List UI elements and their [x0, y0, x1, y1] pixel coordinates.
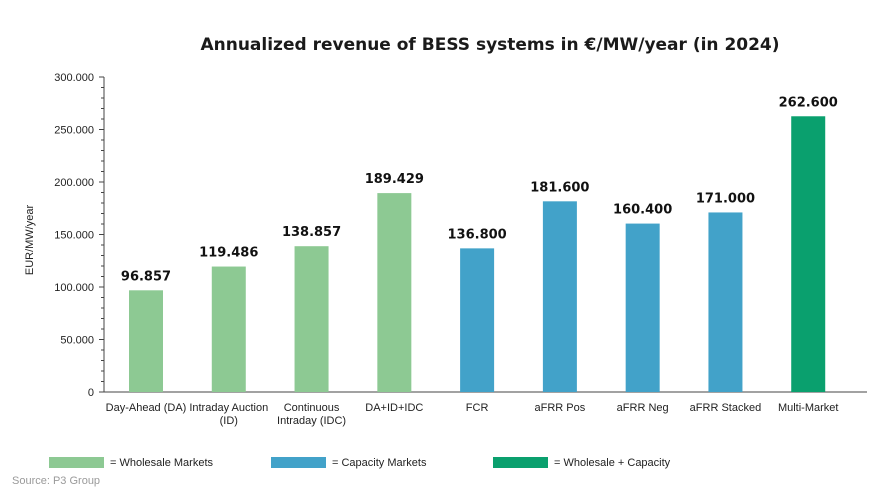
data-label-7: 171.000	[696, 191, 755, 206]
x-tick-label-0: Day-Ahead (DA)	[106, 402, 187, 414]
y-tick-label: 100.000	[54, 282, 94, 294]
x-tick-label-7: aFRR Stacked	[690, 402, 762, 414]
bar-0	[129, 290, 163, 392]
x-tick-label-1: Intraday Auction	[189, 402, 268, 414]
x-tick-label-2: Intraday (IDC)	[277, 415, 346, 427]
chart-title: Annualized revenue of BESS systems in €/…	[200, 35, 779, 55]
x-tick-label-1: (ID)	[220, 415, 238, 427]
legend-swatch-capacity	[271, 457, 326, 468]
data-label-2: 138.857	[282, 225, 341, 240]
bar-5	[542, 201, 577, 392]
bar-7	[708, 212, 743, 392]
bar-4	[460, 248, 495, 392]
bar-1	[211, 266, 246, 392]
data-label-0: 96.857	[121, 269, 171, 284]
legend: = Wholesale Markets = Capacity Markets = W…	[49, 457, 671, 469]
y-tick-label: 300.000	[54, 72, 94, 84]
legend-label-wholesale: = Wholesale Markets	[110, 457, 214, 469]
x-axis-ticks: Day-Ahead (DA) Intraday Auction(ID) Contin…	[106, 402, 839, 427]
data-label-6: 160.400	[613, 203, 672, 218]
y-tick-label: 150.000	[54, 230, 94, 242]
data-label-8: 262.600	[779, 95, 838, 110]
y-axis-label: EUR/MW/year	[24, 205, 36, 276]
y-tick-label: 200.000	[54, 177, 94, 189]
y-axis-ticks: 0 50.000 100.000 150.000 200.000 250.000 300.0…	[54, 72, 104, 399]
data-label-3: 189.429	[365, 172, 424, 187]
y-tick-label: 50.000	[60, 335, 94, 347]
source-note: Source: P3 Group	[12, 475, 100, 487]
legend-swatch-wholesale	[49, 457, 104, 468]
legend-swatch-combined	[493, 457, 548, 468]
data-label-1: 119.486	[199, 246, 258, 261]
bar-6	[625, 223, 660, 392]
bar-2	[294, 246, 329, 392]
bar-3	[377, 193, 412, 392]
x-tick-label-6: aFRR Neg	[617, 402, 669, 414]
x-tick-label-3: DA+ID+IDC	[365, 402, 423, 414]
x-tick-label-8: Multi-Market	[778, 402, 839, 414]
y-tick-label: 0	[88, 387, 94, 399]
bar-8	[791, 116, 826, 393]
x-tick-label-2: Continuous	[284, 402, 340, 414]
x-tick-label-5: aFRR Pos	[535, 402, 586, 414]
bars-group: 96.857 119.486 138.857 189.429 136.800 181.60…	[121, 95, 838, 393]
legend-label-capacity: = Capacity Markets	[332, 457, 427, 469]
x-tick-label-4: FCR	[466, 402, 489, 414]
data-label-4: 136.800	[448, 227, 507, 242]
data-label-5: 181.600	[530, 180, 589, 195]
y-tick-label: 250.000	[54, 125, 94, 137]
legend-label-combined: = Wholesale + Capacity	[554, 457, 671, 469]
